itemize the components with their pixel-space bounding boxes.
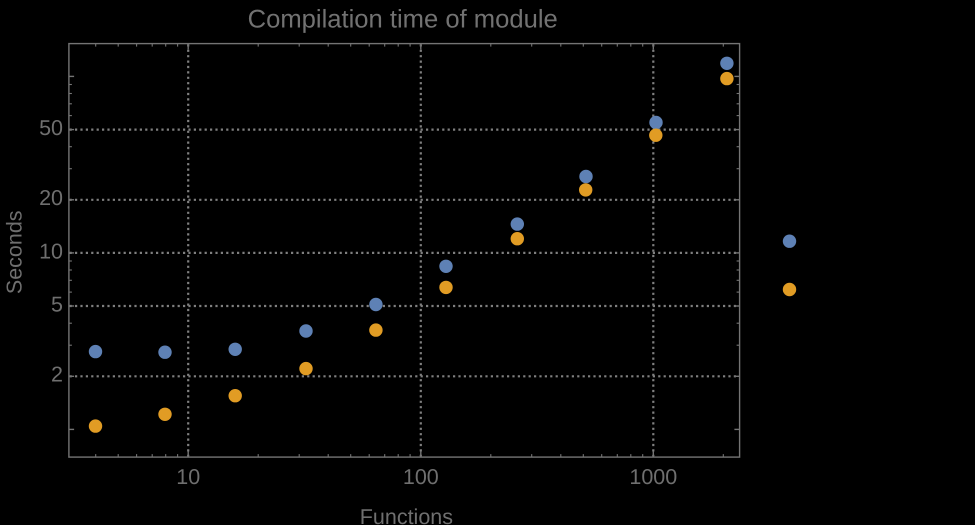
svg-text:2: 2 xyxy=(51,363,63,387)
svg-text:Seconds: Seconds xyxy=(3,210,27,294)
svg-text:5: 5 xyxy=(51,292,63,316)
svg-text:50: 50 xyxy=(39,116,63,140)
svg-text:Compilation time of module: Compilation time of module xyxy=(248,6,558,34)
svg-text:100: 100 xyxy=(403,465,439,489)
svg-text:10: 10 xyxy=(39,239,63,263)
svg-text:Functions: Functions xyxy=(360,505,453,525)
svg-text:1000: 1000 xyxy=(629,465,677,489)
svg-text:20: 20 xyxy=(39,186,63,210)
svg-text:10: 10 xyxy=(176,465,200,489)
